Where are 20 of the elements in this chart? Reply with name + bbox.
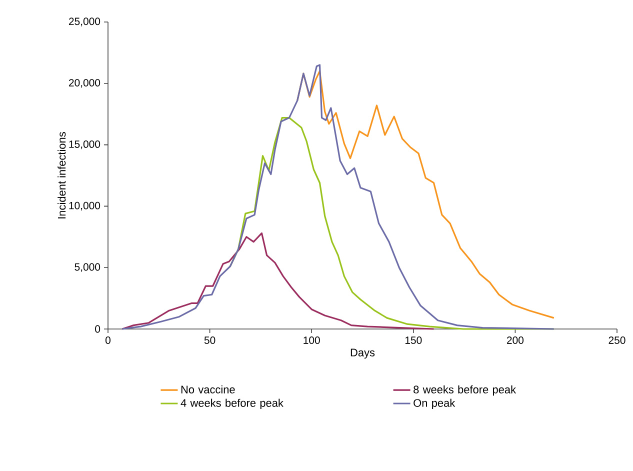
legend-label: No vaccine <box>181 385 235 394</box>
y-tick-label: 20,000 <box>69 79 100 88</box>
y-tick-label: 10,000 <box>69 202 100 211</box>
y-tick-label: 15,000 <box>69 140 100 150</box>
legend-label: 8 weeks before peak <box>414 385 516 396</box>
x-tick-label: 100 <box>304 336 320 344</box>
legend-label: 4 weeks before peak <box>180 398 284 409</box>
x-axis-title: Days <box>350 348 375 359</box>
y-axis-title: Incident infections <box>58 132 66 218</box>
y-tick-label: 0 <box>95 325 100 333</box>
x-tick-label: 250 <box>608 336 626 344</box>
x-tick-label: 150 <box>405 336 422 344</box>
y-tick-label: 25,000 <box>69 18 100 26</box>
y-tick-label: 5,000 <box>74 263 100 272</box>
x-tick-label: 50 <box>204 336 216 344</box>
legend-label: On peak <box>414 398 456 409</box>
line-series <box>121 64 555 330</box>
x-tick-label: 0 <box>106 336 110 344</box>
x-tick-label: 200 <box>507 336 524 344</box>
line-series <box>121 232 435 330</box>
